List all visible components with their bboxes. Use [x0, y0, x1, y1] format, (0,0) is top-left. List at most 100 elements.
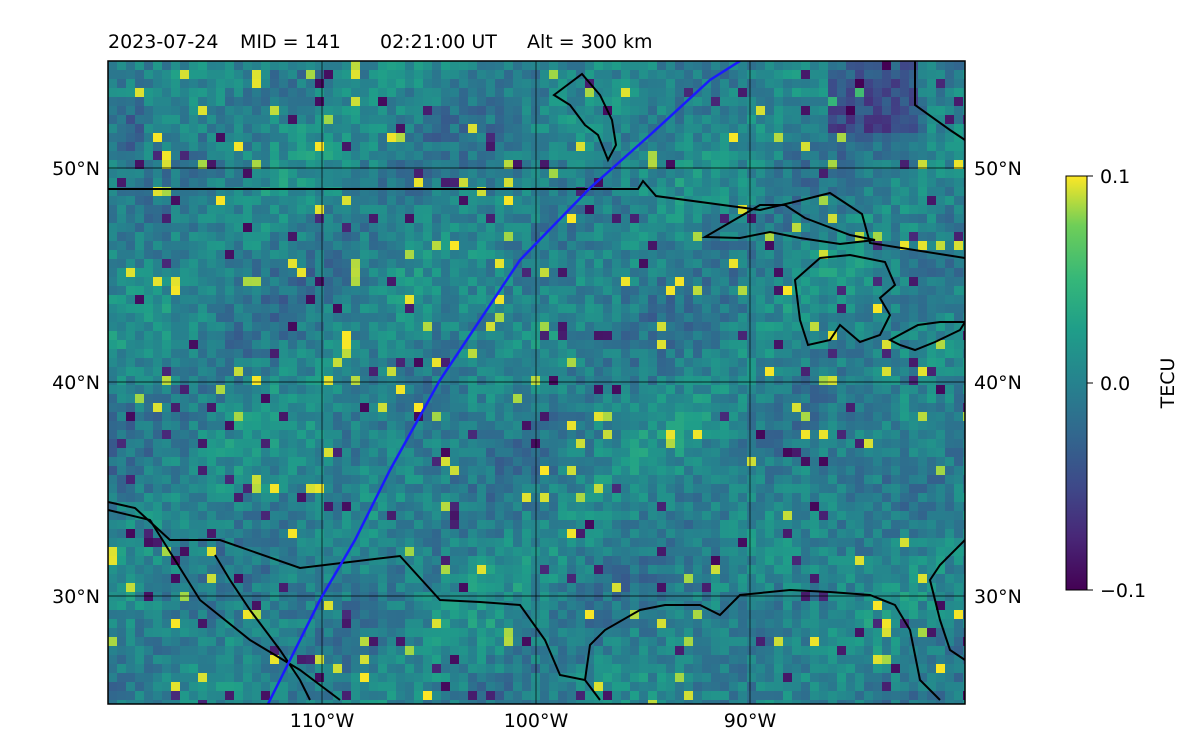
tec-pixel	[495, 232, 505, 242]
tec-pixel	[468, 277, 478, 287]
tec-pixel	[819, 205, 829, 215]
tec-pixel	[108, 340, 118, 350]
tec-pixel	[936, 214, 946, 224]
tec-pixel	[549, 457, 559, 467]
tec-pixel	[477, 124, 487, 134]
tec-pixel	[423, 187, 433, 197]
tec-pixel	[315, 133, 325, 143]
tec-pixel	[369, 205, 379, 215]
tec-pixel	[252, 421, 262, 431]
tec-pixel	[783, 97, 793, 107]
tec-pixel	[108, 79, 118, 89]
tec-pixel	[720, 268, 730, 278]
tec-pixel	[405, 358, 415, 368]
tec-pixel	[855, 412, 865, 422]
tec-pixel	[522, 115, 532, 125]
tec-pixel	[108, 151, 118, 161]
tec-pixel	[225, 115, 235, 125]
tec-pixel	[270, 394, 280, 404]
tec-pixel	[243, 502, 253, 512]
tec-pixel	[126, 196, 136, 206]
tec-pixel	[225, 241, 235, 251]
tec-pixel	[684, 457, 694, 467]
tec-pixel	[711, 205, 721, 215]
tec-pixel	[189, 214, 199, 224]
tec-pixel	[450, 295, 460, 305]
tec-pixel	[414, 277, 424, 287]
tec-pixel	[747, 457, 757, 467]
tec-pixel	[792, 205, 802, 215]
tec-pixel	[252, 286, 262, 296]
tec-pixel	[360, 250, 370, 260]
tec-pixel	[288, 448, 298, 458]
tec-pixel	[477, 367, 487, 377]
tec-pixel	[639, 241, 649, 251]
tec-pixel	[477, 457, 487, 467]
tec-pixel	[162, 331, 172, 341]
tec-pixel	[684, 511, 694, 521]
tec-pixel	[819, 250, 829, 260]
tec-pixel	[486, 133, 496, 143]
tec-pixel	[270, 241, 280, 251]
tec-pixel	[135, 376, 145, 386]
tec-pixel	[675, 385, 685, 395]
tec-pixel	[288, 403, 298, 413]
tec-pixel	[306, 313, 316, 323]
tec-pixel	[432, 448, 442, 458]
tec-pixel	[711, 178, 721, 188]
tec-pixel	[459, 385, 469, 395]
tec-pixel	[657, 430, 667, 440]
tec-pixel	[819, 457, 829, 467]
tec-pixel	[315, 286, 325, 296]
tec-pixel	[837, 457, 847, 467]
tec-pixel	[900, 466, 910, 476]
tec-pixel	[900, 160, 910, 170]
tec-pixel	[297, 304, 307, 314]
tec-pixel	[108, 169, 118, 179]
tec-pixel	[207, 106, 217, 116]
tec-pixel	[522, 259, 532, 269]
tec-pixel	[252, 151, 262, 161]
tec-pixel	[837, 475, 847, 485]
tec-pixel	[396, 484, 406, 494]
tec-pixel	[666, 502, 676, 512]
tec-pixel	[216, 304, 226, 314]
tec-pixel	[540, 223, 550, 233]
tec-pixel	[378, 151, 388, 161]
tec-pixel	[801, 313, 811, 323]
tec-pixel	[891, 268, 901, 278]
tec-pixel	[783, 196, 793, 206]
tec-pixel	[576, 178, 586, 188]
tec-pixel	[486, 241, 496, 251]
tec-pixel	[585, 421, 595, 431]
tec-pixel	[765, 277, 775, 287]
tec-pixel	[477, 277, 487, 287]
tec-pixel	[234, 124, 244, 134]
tec-pixel	[171, 61, 181, 71]
tec-pixel	[918, 61, 928, 71]
tec-pixel	[360, 385, 370, 395]
tec-pixel	[333, 511, 343, 521]
tec-pixel	[792, 358, 802, 368]
tec-pixel	[873, 430, 883, 440]
tec-pixel	[567, 259, 577, 269]
tec-pixel	[720, 169, 730, 179]
tec-pixel	[756, 223, 766, 233]
tec-pixel	[351, 385, 361, 395]
tec-pixel	[540, 232, 550, 242]
tec-pixel	[837, 241, 847, 251]
tec-pixel	[855, 70, 865, 80]
tec-pixel	[225, 196, 235, 206]
tec-pixel	[189, 88, 199, 98]
tec-pixel	[963, 475, 965, 485]
tec-pixel	[351, 493, 361, 503]
tec-pixel	[891, 448, 901, 458]
tec-pixel	[153, 61, 163, 71]
tec-pixel	[765, 196, 775, 206]
tec-pixel	[837, 277, 847, 287]
tec-pixel	[684, 88, 694, 98]
tec-pixel	[837, 484, 847, 494]
tec-pixel	[945, 394, 955, 404]
tec-pixel	[918, 70, 928, 80]
tec-pixel	[711, 61, 721, 71]
